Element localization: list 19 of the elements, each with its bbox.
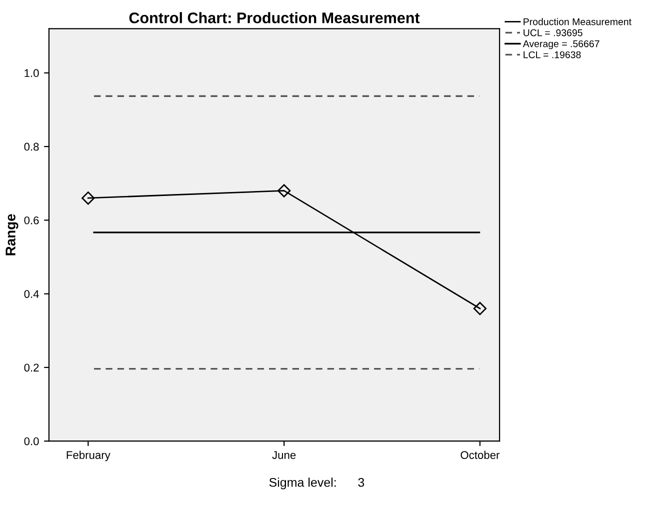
y-tick-label: 0.0 — [24, 437, 39, 446]
y-tick-label: 0.6 — [24, 216, 39, 224]
point — [473, 302, 487, 316]
point — [277, 184, 291, 198]
legend-label: Production Measurement — [524, 18, 632, 26]
y-tick-label: 0.2 — [24, 364, 39, 372]
y-tick-label: 0.8 — [24, 142, 39, 151]
y-tick-label: 0.4 — [24, 290, 39, 298]
legend-label: UCL = .93695 — [524, 29, 582, 36]
y-axis-title: Range — [6, 214, 18, 256]
chart-title: Control Chart: Production Measurement — [129, 12, 420, 24]
text: Sigma level: 3 — [269, 478, 364, 490]
x-tick-label: June — [272, 451, 296, 459]
x-tick-label: February — [66, 450, 110, 462]
y-tick-label: 1.0 — [24, 69, 39, 78]
legend-label: LCL = .19638 — [524, 51, 581, 58]
legend-label: Average = .56667 — [522, 40, 600, 50]
x-tick-label: October — [460, 450, 500, 459]
point — [82, 191, 95, 205]
